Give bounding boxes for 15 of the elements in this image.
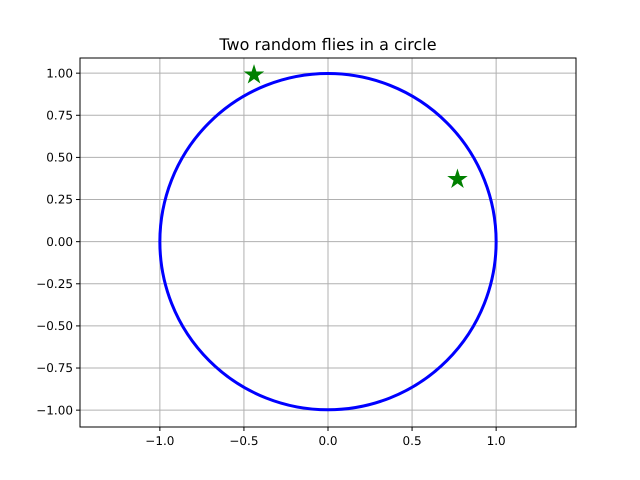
y-tick-label: 0.25 bbox=[46, 192, 73, 207]
y-tick-label: 0.00 bbox=[46, 234, 73, 249]
x-tick-label: 1.0 bbox=[486, 434, 506, 448]
x-tick-label: −0.5 bbox=[229, 434, 259, 448]
y-tick-label: −0.25 bbox=[36, 276, 73, 291]
y-tick-label: 0.50 bbox=[46, 150, 73, 165]
x-tick-label: −1.0 bbox=[145, 434, 174, 448]
y-tick-label: 1.00 bbox=[46, 66, 73, 80]
y-tick-label: −0.75 bbox=[36, 361, 73, 376]
y-tick-label: 0.75 bbox=[46, 108, 73, 122]
y-tick-label: −0.50 bbox=[36, 319, 73, 334]
y-tick-label: −1.00 bbox=[36, 403, 73, 418]
x-tick-label: 0.5 bbox=[402, 434, 422, 448]
x-tick-label: 0.0 bbox=[318, 434, 338, 448]
chart-title: Two random flies in a circle bbox=[218, 35, 437, 54]
